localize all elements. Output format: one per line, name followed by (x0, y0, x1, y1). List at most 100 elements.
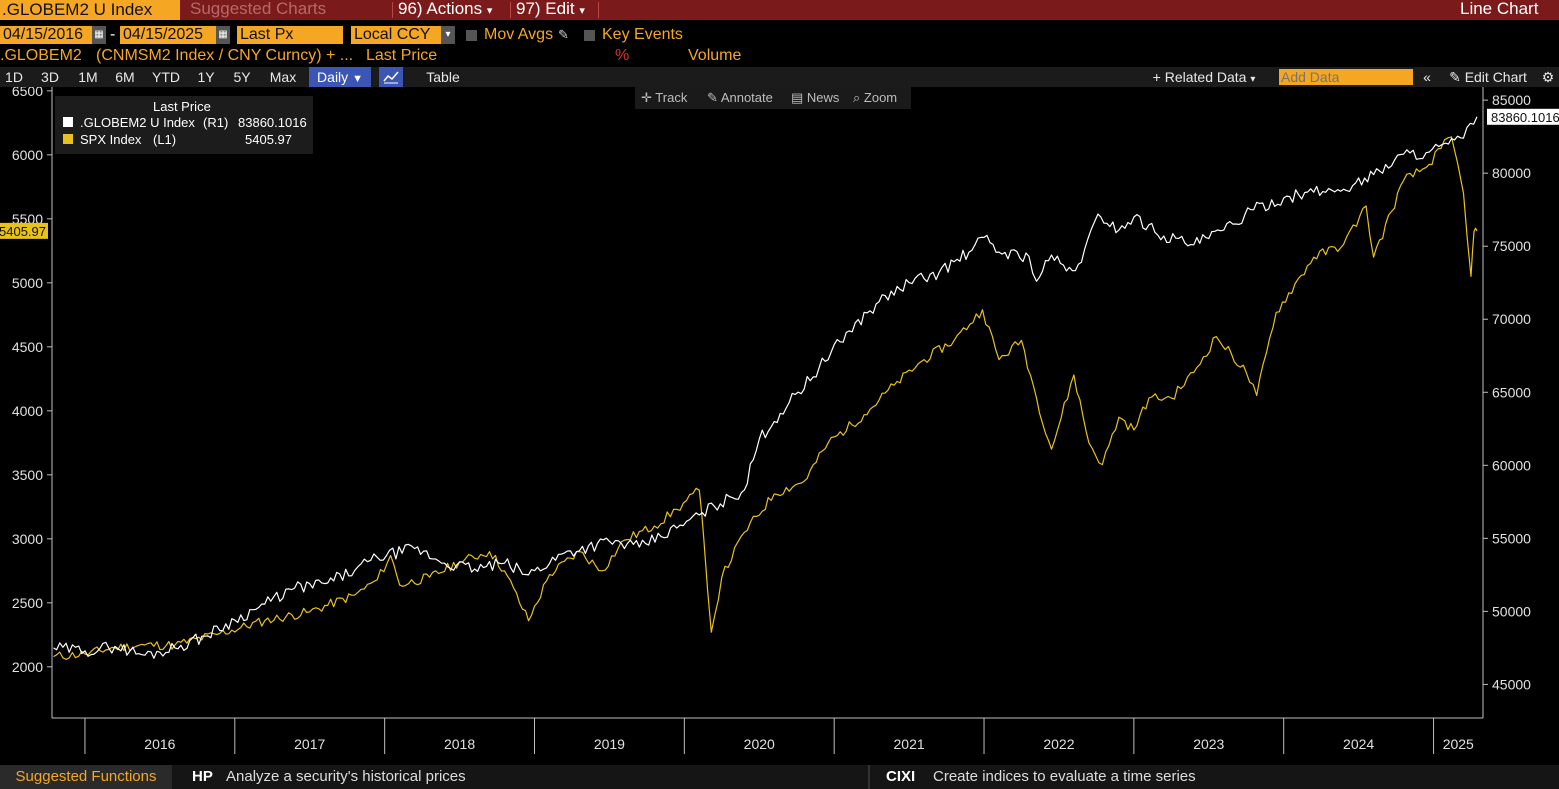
start-date-field[interactable]: 04/15/2016 (0, 26, 92, 44)
percent-toggle[interactable]: % (615, 47, 630, 64)
left-tick-label: 6500 (12, 87, 43, 99)
security-formula[interactable]: (CNMSM2 Index / CNY Curncy) + ... (96, 47, 354, 64)
end-date-field[interactable]: 04/15/2025 (120, 26, 216, 44)
volume-label[interactable]: Volume (688, 47, 742, 64)
price-chart[interactable]: 2000 2500 3000 3500 4000 4500 5000 5500 6000 6500… (0, 87, 1559, 765)
x-tick-label: 2017 (294, 736, 325, 752)
ticker-field[interactable]: .GLOBEM2 U Index (0, 0, 180, 20)
legend-value-spx: 5405.97 (245, 132, 292, 147)
key-events-checkbox[interactable] (584, 30, 595, 41)
period-ytd[interactable]: YTD (152, 69, 180, 85)
suggested-charts-menu[interactable]: Suggested Charts (190, 0, 327, 18)
right-tick-label: 70000 (1492, 311, 1531, 327)
chart-type-label[interactable]: Line Chart (1460, 0, 1539, 18)
period-max[interactable]: Max (269, 69, 297, 85)
cixi-function-desc[interactable]: Create indices to evaluate a time series (933, 768, 1196, 785)
mov-avgs-checkbox[interactable] (466, 30, 477, 41)
legend-axis-spx: (L1) (153, 132, 177, 147)
pencil-icon[interactable]: ✎ (558, 27, 569, 42)
period-1m[interactable]: 1M (78, 69, 98, 85)
right-tick-label: 85000 (1492, 92, 1531, 108)
period-toolbar: 1D 3D 1M 6M YTD 1Y 5Y Max Daily ▼ Table … (0, 67, 1559, 87)
period-1y[interactable]: 1Y (197, 69, 215, 85)
right-tick-label: 80000 (1492, 165, 1531, 181)
cixi-function-code[interactable]: CIXI (886, 768, 916, 785)
plus-icon: + (1152, 69, 1161, 85)
chart-controls-row: 04/15/2016 ▦ - 04/15/2025 ▦ Last Px Loca… (0, 26, 1559, 46)
last-value-tag-right (1487, 108, 1559, 125)
pencil-icon: ✎ (707, 90, 718, 105)
x-tick-label: 2021 (894, 736, 925, 752)
actions-menu[interactable]: 96) Actions ▾ (398, 0, 492, 20)
track-tool[interactable]: ✛ Track (641, 89, 687, 107)
date-separator: - (110, 26, 116, 43)
x-tick-label: 2020 (744, 736, 775, 752)
chevron-down-icon: ▾ (486, 5, 493, 17)
chart-frame (51, 87, 1484, 719)
edit-menu[interactable]: 97) Edit ▾ (516, 0, 585, 20)
security-code[interactable]: .GLOBEM2 (0, 47, 82, 64)
globem2-series-line (53, 116, 1478, 659)
legend-header: Last Price (153, 99, 211, 114)
left-tick-label: 4500 (12, 339, 43, 355)
annotate-tool[interactable]: ✎ Annotate (707, 89, 773, 107)
magnifier-icon: ⌕ (853, 90, 861, 105)
left-tick-label: 5000 (12, 275, 43, 291)
right-axis: 45000 50000 55000 60000 65000 70000 75000 80000… (1483, 92, 1559, 692)
period-6m[interactable]: 6M (115, 69, 135, 85)
chart-legend[interactable]: Last Price .GLOBEM2 U Index (R1) 83860.1… (55, 96, 313, 154)
table-button[interactable]: Table (426, 69, 460, 85)
last-value-label-left: 5405.97 (0, 224, 46, 239)
x-tick-label: 2022 (1043, 736, 1074, 752)
security-row: .GLOBEM2 (CNMSM2 Index / CNY Curncy) + .… (0, 47, 1559, 65)
chevron-down-icon[interactable]: ▾ (441, 26, 455, 44)
related-data-menu[interactable]: + Related Data ▾ (1144, 67, 1264, 87)
right-tick-label: 55000 (1492, 530, 1531, 546)
left-tick-label: 3000 (12, 531, 43, 547)
hp-function-desc[interactable]: Analyze a security's historical prices (226, 768, 466, 785)
gear-icon[interactable]: ⚙ (1541, 69, 1555, 85)
period-3d[interactable]: 3D (41, 69, 59, 85)
line-chart-icon[interactable] (379, 67, 403, 87)
news-icon: ▤ (791, 90, 804, 105)
hp-function-code[interactable]: HP (192, 768, 213, 785)
calendar-icon[interactable]: ▦ (92, 26, 106, 44)
related-data-label: Related Data (1164, 69, 1247, 85)
suggested-functions-bar: Suggested Functions HP Analyze a securit… (0, 765, 1559, 789)
calendar-icon[interactable]: ▦ (216, 26, 230, 44)
right-tick-label: 60000 (1492, 457, 1531, 473)
left-tick-label: 6000 (12, 147, 43, 163)
zoom-tool[interactable]: ⌕ Zoom (853, 89, 897, 107)
key-events-label[interactable]: Key Events (602, 26, 683, 43)
add-data-input[interactable] (1279, 69, 1413, 85)
last-price-label[interactable]: Last Price (366, 47, 438, 64)
news-tool[interactable]: ▤ News (791, 89, 839, 107)
crosshair-icon: ✛ (641, 90, 652, 105)
spx-series-line (53, 136, 1478, 660)
x-tick-label: 2025 (1443, 736, 1474, 752)
period-5y[interactable]: 5Y (233, 69, 251, 85)
last-value-tag-left (0, 222, 48, 239)
legend-value-globem2: 83860.1016 (238, 115, 307, 130)
x-axis: 2016 2017 2018 2019 2020 2021 2022 2023 2024 2025 (84, 718, 1474, 754)
left-tick-label: 5500 (12, 211, 43, 227)
currency-select[interactable]: Local CCY (351, 26, 441, 44)
right-tick-label: 50000 (1492, 603, 1531, 619)
price-field-select[interactable]: Last Px (237, 26, 343, 44)
right-tick-label: 65000 (1492, 384, 1531, 400)
collapse-icon[interactable]: « (1423, 69, 1431, 85)
edit-chart-button[interactable]: ✎ Edit Chart (1443, 67, 1533, 87)
divider (392, 2, 393, 18)
zoom-label: Zoom (863, 90, 898, 105)
left-tick-label: 3500 (12, 467, 43, 483)
caret-down-icon: ▼ (352, 73, 363, 85)
x-tick-label: 2016 (144, 736, 175, 752)
frequency-label: Daily (317, 69, 349, 85)
x-tick-label: 2023 (1193, 736, 1224, 752)
left-tick-label: 2000 (12, 659, 43, 675)
divider (868, 765, 870, 789)
period-1d[interactable]: 1D (5, 69, 23, 85)
divider (598, 2, 599, 18)
mov-avgs-label[interactable]: Mov Avgs (484, 26, 554, 43)
frequency-select[interactable]: Daily ▼ (309, 67, 371, 87)
